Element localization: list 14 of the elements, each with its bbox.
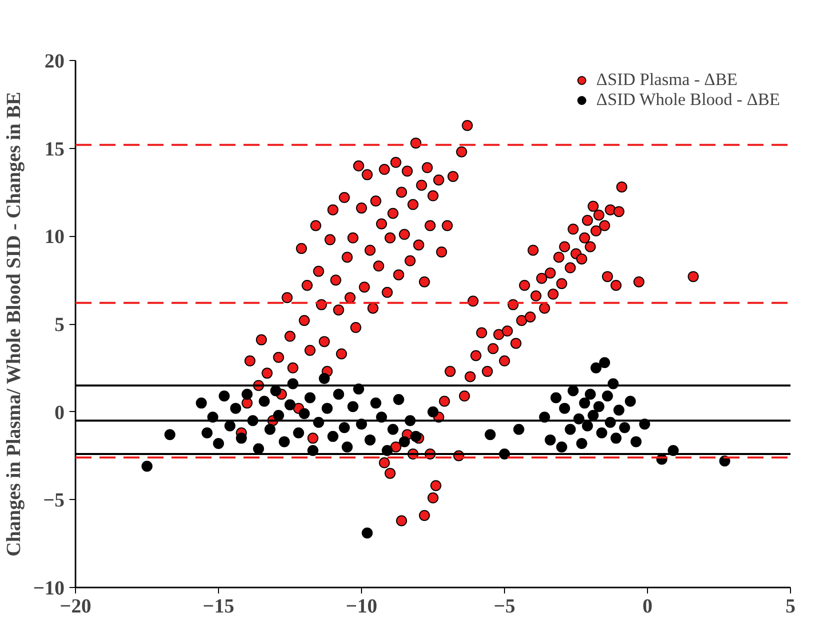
y-tick-label: 10 <box>44 226 64 248</box>
x-tick-label: 0 <box>642 596 652 618</box>
x-tick-label: −15 <box>202 596 234 618</box>
x-tick-label: 5 <box>786 596 796 618</box>
x-tick-label: −10 <box>346 596 378 618</box>
y-tick-label: 0 <box>54 402 64 424</box>
y-tick-label: −5 <box>43 490 65 512</box>
y-tick-label: 15 <box>44 138 64 160</box>
legend-label: ΔSID Whole Blood - ΔBE <box>596 90 780 110</box>
y-tick-label: 5 <box>54 314 64 336</box>
x-tick-label: −5 <box>494 596 516 618</box>
y-axis-title: Changes in Plasma/ Whole Blood SID - Changes in BE <box>3 92 26 557</box>
y-tick-label: 20 <box>44 50 64 72</box>
legend-label: ΔSID Plasma - ΔBE <box>596 70 738 90</box>
